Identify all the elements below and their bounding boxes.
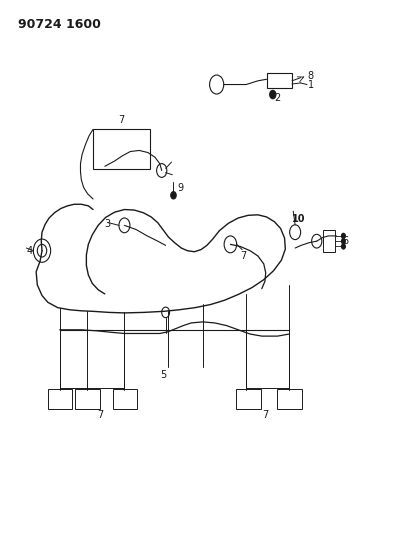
- Text: 5: 5: [160, 369, 167, 379]
- Bar: [113, 389, 137, 409]
- Text: 90724 1600: 90724 1600: [18, 18, 101, 30]
- Bar: [323, 230, 335, 252]
- Text: 7: 7: [119, 115, 125, 125]
- Bar: [236, 389, 261, 409]
- Circle shape: [269, 90, 276, 99]
- Text: 3: 3: [104, 219, 110, 229]
- Text: 6: 6: [342, 236, 348, 246]
- Bar: [48, 389, 72, 409]
- Circle shape: [341, 239, 345, 244]
- Text: 2: 2: [274, 93, 281, 103]
- Text: 8: 8: [308, 70, 314, 80]
- Text: 1: 1: [308, 79, 314, 90]
- Bar: [75, 389, 100, 409]
- Text: 7: 7: [240, 251, 246, 261]
- Text: 4: 4: [26, 246, 33, 256]
- Bar: [277, 389, 302, 409]
- Circle shape: [171, 191, 176, 199]
- Text: 7: 7: [97, 410, 103, 420]
- Circle shape: [341, 244, 345, 249]
- Bar: [267, 74, 292, 88]
- Text: 7: 7: [262, 410, 268, 420]
- Bar: [93, 130, 150, 169]
- Circle shape: [341, 233, 345, 239]
- Text: 10: 10: [293, 214, 306, 224]
- Text: 9: 9: [178, 183, 183, 193]
